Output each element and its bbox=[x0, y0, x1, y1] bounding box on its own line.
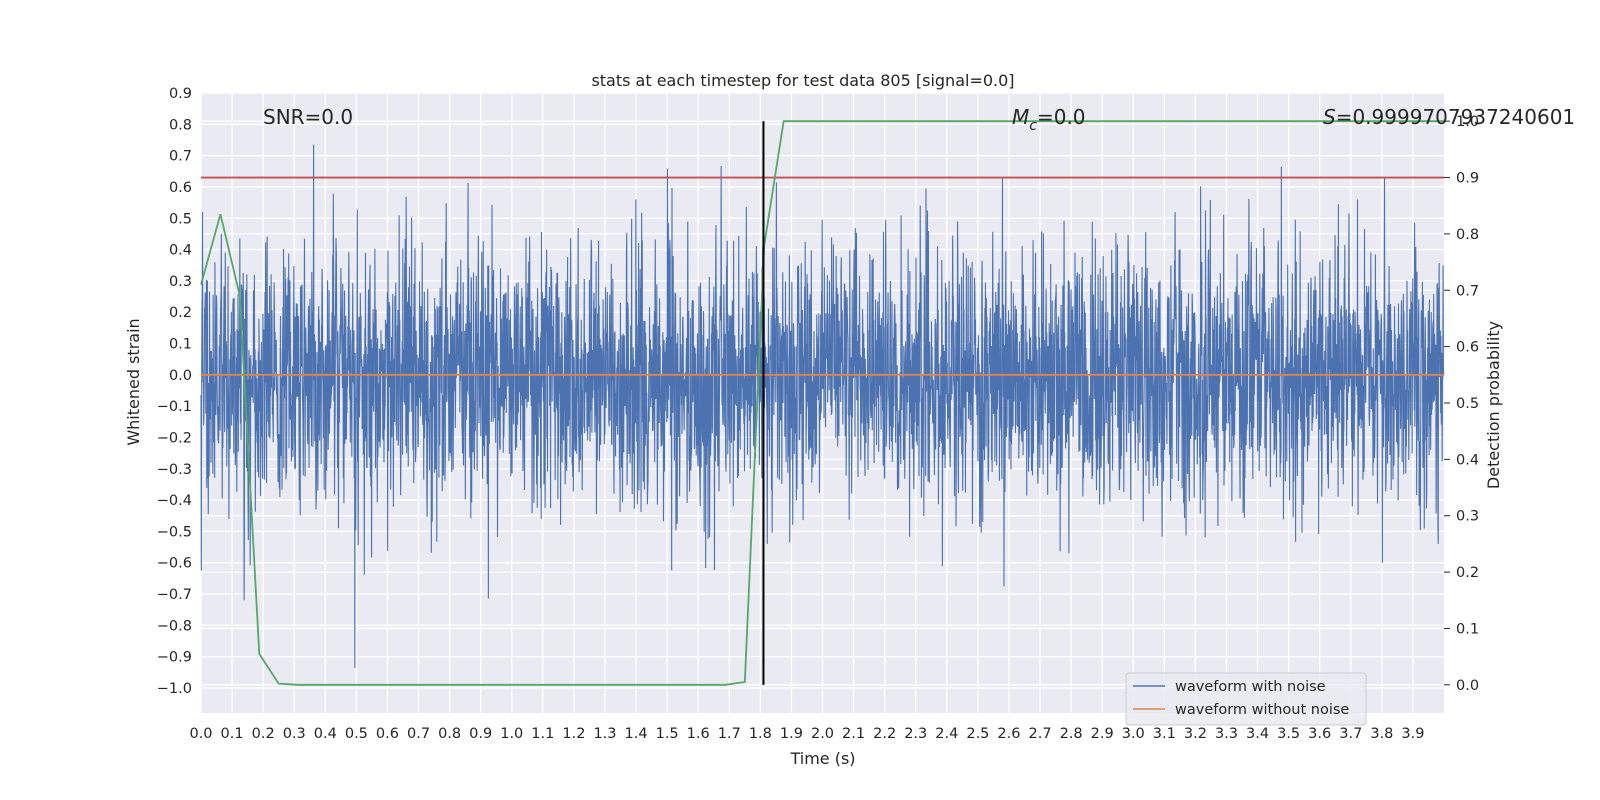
x-tick-label: 3.2 bbox=[1184, 726, 1207, 742]
x-tick-label: 1.5 bbox=[656, 726, 679, 742]
probability-trace bbox=[200, 120, 1444, 686]
x-tick-label: 1.2 bbox=[562, 726, 585, 742]
y-axis-label-right: Detection probability bbox=[1484, 321, 1503, 489]
y-tick-label-left: 0.4 bbox=[169, 243, 192, 259]
y-tick-label-left: −0.5 bbox=[157, 524, 192, 540]
x-tick-label: 0.7 bbox=[407, 726, 430, 742]
y-tick-label-right: 0.8 bbox=[1456, 227, 1479, 243]
y-tick-label-right: 1.0 bbox=[1456, 114, 1479, 130]
x-axis-ticks: 0.0 0.1 0.2 0.3 0.4 0.5 0.6 0.7 0.8 0.9 1.0 1.1 1.2 1… bbox=[189, 726, 1424, 742]
series-detection-probability bbox=[200, 120, 1444, 686]
annotation-mc-symbol: M bbox=[1012, 105, 1029, 129]
y-tick-label-left: −0.1 bbox=[157, 399, 192, 415]
x-tick-label: 0.3 bbox=[283, 726, 306, 742]
legend-label-noise: waveform with noise bbox=[1175, 679, 1326, 695]
x-axis-label: Time (s) bbox=[789, 749, 855, 768]
y-tick-label-left: −1.0 bbox=[157, 681, 192, 697]
x-tick-label: 0.2 bbox=[252, 726, 275, 742]
x-tick-label: 0.1 bbox=[221, 726, 244, 742]
annotation-mc-value: =0.0 bbox=[1037, 105, 1086, 129]
y-tick-label-left: 0.1 bbox=[169, 337, 192, 353]
y-axis-ticks-right: 1.0 0.9 0.8 0.7 0.6 0.5 0.4 0.3 0.2 0.1 0.0 bbox=[1456, 114, 1479, 694]
y-tick-label-right: 0.9 bbox=[1456, 171, 1479, 187]
y-tick-label-right: 0.7 bbox=[1456, 283, 1479, 299]
x-tick-label: 0.0 bbox=[189, 726, 212, 742]
x-tick-label: 1.3 bbox=[593, 726, 616, 742]
x-tick-label: 2.6 bbox=[997, 726, 1020, 742]
x-tick-label: 3.6 bbox=[1308, 726, 1331, 742]
x-tick-label: 3.9 bbox=[1401, 726, 1424, 742]
x-tick-label: 2.3 bbox=[904, 726, 927, 742]
noise-trace bbox=[200, 144, 1445, 668]
x-tick-label: 1.6 bbox=[687, 726, 710, 742]
y-tick-label-left: 0.5 bbox=[169, 211, 192, 227]
legend-frame bbox=[1125, 672, 1367, 726]
y-tick-label-left: −0.4 bbox=[157, 493, 192, 509]
y-tick-label-left: 0.3 bbox=[169, 274, 192, 290]
x-tick-label: 3.0 bbox=[1122, 726, 1145, 742]
series-waveform-with-noise bbox=[200, 144, 1445, 668]
x-tick-label: 2.2 bbox=[873, 726, 896, 742]
y-tick-label-left: 0.2 bbox=[169, 305, 192, 321]
y-axis-label-left: Whitened strain bbox=[124, 318, 143, 445]
y-tick-label-left: 0.7 bbox=[169, 149, 192, 165]
x-tick-label: 0.6 bbox=[376, 726, 399, 742]
chart-title: stats at each timestep for test data 805… bbox=[591, 71, 1014, 90]
x-tick-label: 0.9 bbox=[469, 726, 492, 742]
x-tick-label: 1.9 bbox=[780, 726, 803, 742]
x-tick-label: 1.4 bbox=[625, 726, 648, 742]
x-tick-label: 2.1 bbox=[842, 726, 865, 742]
x-tick-label: 2.4 bbox=[935, 726, 958, 742]
x-tick-label: 0.4 bbox=[314, 726, 337, 742]
annotation-chirp-mass: Mc=0.0 bbox=[1012, 105, 1086, 134]
y-tick-label-left: 0.9 bbox=[169, 86, 192, 102]
x-tick-label: 3.5 bbox=[1277, 726, 1300, 742]
x-tick-label: 2.8 bbox=[1060, 726, 1083, 742]
y-tick-label-left: −0.3 bbox=[157, 462, 192, 478]
x-tick-label: 2.7 bbox=[1028, 726, 1051, 742]
y-tick-label-right: 0.2 bbox=[1456, 565, 1479, 581]
legend: waveform with noise waveform without noi… bbox=[1125, 672, 1367, 726]
y-tick-label-left: 0.0 bbox=[169, 368, 192, 384]
annotation-s-symbol: S bbox=[1323, 105, 1336, 129]
y-tick-label-left: −0.6 bbox=[157, 556, 192, 572]
y-tick-label-right: 0.1 bbox=[1456, 621, 1479, 637]
x-tick-label: 2.5 bbox=[966, 726, 989, 742]
annotation-mc-subscript: c bbox=[1029, 118, 1037, 134]
y-axis-ticks-left: 0.9 0.8 0.7 0.6 0.5 0.4 0.3 0.2 0.1 0.0 −0.1 −0.2 −0… bbox=[157, 86, 192, 697]
x-tick-label: 0.5 bbox=[345, 726, 368, 742]
y-tick-label-right: 0.4 bbox=[1456, 452, 1479, 468]
y-tick-label-left: −0.9 bbox=[157, 650, 192, 666]
x-tick-label: 1.0 bbox=[500, 726, 523, 742]
y-tick-label-left: −0.7 bbox=[157, 587, 192, 603]
annotation-s-value: =0.9999707937240601 bbox=[1336, 105, 1575, 129]
x-tick-label: 1.7 bbox=[718, 726, 741, 742]
y-tick-label-right: 0.3 bbox=[1456, 509, 1479, 525]
legend-label-clean: waveform without noise bbox=[1175, 702, 1349, 718]
x-tick-label: 3.4 bbox=[1246, 726, 1269, 742]
x-tick-label: 1.8 bbox=[749, 726, 772, 742]
y-tick-label-right: 0.0 bbox=[1456, 678, 1479, 694]
x-tick-label: 3.7 bbox=[1339, 726, 1362, 742]
x-tick-label: 3.8 bbox=[1370, 726, 1393, 742]
x-tick-label: 3.1 bbox=[1153, 726, 1176, 742]
annotation-snr-statistic: S=0.9999707937240601 bbox=[1323, 105, 1575, 129]
y-tick-label-right: 0.5 bbox=[1456, 396, 1479, 412]
y-tick-label-right: 0.6 bbox=[1456, 340, 1479, 356]
x-tick-label: 0.8 bbox=[438, 726, 461, 742]
y-tick-label-left: 0.8 bbox=[169, 117, 192, 133]
annotation-snr: SNR=0.0 bbox=[263, 105, 353, 129]
x-tick-label: 1.1 bbox=[531, 726, 554, 742]
y-tick-label-left: −0.8 bbox=[157, 618, 192, 634]
x-tick-label: 2.0 bbox=[811, 726, 834, 742]
x-tick-label: 2.9 bbox=[1091, 726, 1114, 742]
y-tick-label-left: 0.6 bbox=[169, 180, 192, 196]
x-tick-label: 3.3 bbox=[1215, 726, 1238, 742]
y-tick-label-left: −0.2 bbox=[157, 430, 192, 446]
